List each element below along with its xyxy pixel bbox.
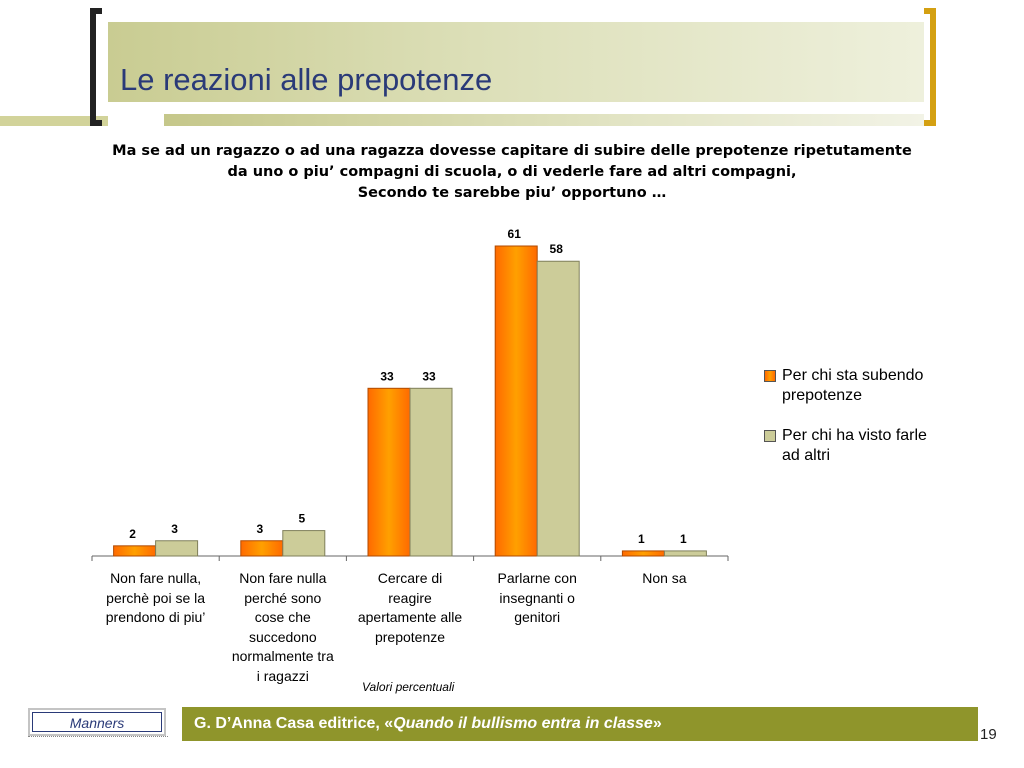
bar-visto xyxy=(409,387,453,557)
credit-suffix: » xyxy=(652,715,662,732)
question-line: Ma se ad un ragazzo o ad una ragazza dov… xyxy=(112,143,912,159)
legend-swatch-tan xyxy=(764,430,776,442)
bar-subendo xyxy=(240,540,284,557)
category-label-line: succedono xyxy=(248,628,317,645)
data-label: 1 xyxy=(638,532,645,546)
left-bracket-ornament xyxy=(90,8,102,126)
bar-subendo xyxy=(113,545,157,557)
legend-label: Per chi ha visto farle xyxy=(782,427,927,444)
data-label: 33 xyxy=(422,369,436,383)
unit-note: Valori percentuali xyxy=(362,680,455,694)
bar-subendo xyxy=(494,245,538,557)
legend-label: ad altri xyxy=(782,447,831,464)
category-label-line: perché sono xyxy=(244,589,322,606)
data-label: 5 xyxy=(298,512,305,526)
bar-visto xyxy=(155,540,199,557)
legend-item: Per chi ha visto farle ad altri xyxy=(764,426,984,466)
category-label-line: insegnanti o xyxy=(499,589,575,606)
legend-label: Per chi sta subendo xyxy=(782,367,924,384)
data-label: 1 xyxy=(680,532,687,546)
category-label: Non fare nulla, perchè poi se la prendono … xyxy=(94,569,218,628)
category-label: Non sa xyxy=(602,569,726,589)
manners-logo: Manners xyxy=(32,712,162,732)
category-label: Cercare di reagire apertamente alle prepote… xyxy=(348,569,472,647)
data-label: 3 xyxy=(256,522,263,536)
category-label-line: prepotenze xyxy=(374,628,446,645)
legend-swatch-orange xyxy=(764,370,776,382)
category-label-line: Non fare nulla, xyxy=(110,570,202,586)
title-band xyxy=(108,22,924,102)
category-label: Parlarne con insegnanti o genitori xyxy=(475,569,599,628)
category-label-line: Cercare di xyxy=(377,570,443,586)
data-label: 2 xyxy=(129,527,136,541)
manners-logo-box: Manners xyxy=(28,708,166,736)
data-label: 58 xyxy=(550,242,564,256)
bar-visto xyxy=(282,530,326,557)
category-label-line: i ragazzi xyxy=(256,667,309,684)
data-label: 61 xyxy=(508,227,522,241)
credit-prefix: G. D’Anna Casa editrice, « xyxy=(194,715,394,732)
category-label-line: apertamente alle xyxy=(357,609,463,625)
category-label-line: Non fare nulla xyxy=(239,570,327,586)
legend-item: Per chi sta subendo prepotenze xyxy=(764,366,984,406)
category-label-line: Parlarne con xyxy=(497,570,577,586)
chart-legend: Per chi sta subendo prepotenze Per chi h… xyxy=(764,366,984,486)
bar-visto xyxy=(663,550,707,557)
title-rule-left xyxy=(0,116,108,126)
legend-label: prepotenze xyxy=(782,387,863,404)
category-label: Non fare nulla perché sono cose che succedo… xyxy=(221,569,345,686)
category-label-line: Non sa xyxy=(642,570,687,586)
bar-subendo xyxy=(621,550,665,557)
question-line: da uno o piu’ compagni di scuola, o di v… xyxy=(227,164,797,180)
category-label-line: perchè poi se la xyxy=(106,589,206,606)
page-number: 19 xyxy=(980,726,997,743)
footer-divider xyxy=(28,736,168,737)
bar-subendo xyxy=(367,387,411,557)
category-label-line: cose che xyxy=(254,609,311,625)
credit-book-title: Quando il bullismo entra in classe xyxy=(393,715,653,732)
category-label-line: prendono di piu’ xyxy=(105,609,206,625)
right-bracket-ornament xyxy=(924,8,936,126)
data-label: 3 xyxy=(171,522,178,536)
category-label-line: normalmente tra xyxy=(231,648,334,664)
category-label-line: genitori xyxy=(514,609,561,625)
category-label-line: reagire xyxy=(388,589,432,606)
slide-title: Le reazioni alle prepotenze xyxy=(120,62,493,97)
survey-question: Ma se ad un ragazzo o ad una ragazza dov… xyxy=(40,141,984,204)
data-label: 33 xyxy=(380,369,394,383)
question-line: Secondo te sarebbe piu’ opportuno … xyxy=(357,185,667,201)
bar-visto xyxy=(536,260,580,557)
title-rule xyxy=(164,114,924,126)
footer-credit: G. D’Anna Casa editrice, «Quando il bull… xyxy=(182,707,978,741)
